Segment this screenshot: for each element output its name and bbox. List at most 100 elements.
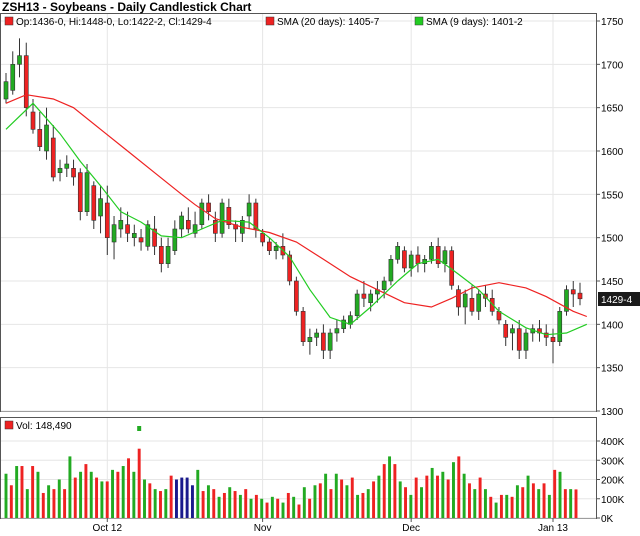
volume-bar [52, 489, 56, 518]
volume-bar [366, 489, 370, 518]
volume-bar [15, 466, 19, 518]
candle-body [37, 129, 43, 147]
candle-body [476, 293, 482, 312]
volume-bar [254, 494, 258, 518]
volume-bar [265, 502, 269, 518]
candle-body [435, 246, 441, 264]
volume-bar [515, 485, 519, 518]
volume-bar [89, 471, 93, 518]
volume-bar [206, 485, 210, 518]
candle-body [550, 337, 556, 342]
candle-body [570, 289, 576, 295]
volume-tick-label: 200K [601, 476, 625, 487]
price-tick-label: 1400 [601, 320, 624, 331]
candle-body [30, 111, 36, 130]
volume-bar [569, 489, 573, 518]
candle-body [516, 328, 522, 351]
price-tick-label: 1500 [601, 234, 624, 245]
candle-body [213, 220, 218, 234]
candle-body [186, 220, 191, 230]
date-tick-label: Jan 13 [538, 523, 568, 534]
candle-body [17, 55, 22, 65]
candle-body [469, 298, 475, 312]
sma9-line [5, 102, 588, 336]
volume-bar [537, 489, 541, 518]
volume-bar [260, 498, 264, 518]
volume-bar [169, 475, 173, 518]
axes: 1750 1700 1650 1600 1550 1500 1450 1400 1350 1300… [93, 17, 625, 534]
volume-bar [526, 475, 530, 518]
volume-tick-label: 300K [601, 456, 625, 467]
candle-body [192, 224, 198, 234]
volume-bar [31, 466, 35, 518]
candle-body [287, 254, 292, 282]
volume-bar [164, 489, 168, 518]
volume-tick-label: 0K [601, 514, 614, 525]
price-tick-label: 1550 [601, 190, 624, 201]
volume-bar [244, 489, 248, 518]
volume-bar [558, 471, 562, 518]
volume-bar [302, 487, 306, 518]
last-price-box [598, 292, 640, 306]
candle-body [462, 293, 468, 308]
candle-body [523, 332, 529, 351]
price-tick-label: 1350 [601, 364, 624, 375]
volume-bar [222, 492, 226, 518]
volume-bar [404, 487, 407, 518]
candle-body [577, 292, 583, 300]
volume-bar [47, 485, 51, 518]
candle-body [294, 280, 299, 312]
volume-bar [185, 477, 189, 518]
volume-bar [105, 481, 109, 518]
candle-body [415, 254, 421, 264]
volume-bar [143, 479, 146, 518]
volume-bar [121, 466, 125, 518]
volume-bar [499, 494, 503, 518]
volume-bar [286, 492, 290, 518]
candle-body [131, 233, 137, 238]
volume-bar [531, 483, 535, 518]
chart-title: ZSH13 - Soybeans - Daily Candlestick Cha… [2, 0, 251, 14]
candle-body [64, 163, 70, 169]
volume-bar [510, 496, 514, 518]
candle-body [71, 168, 76, 178]
volume-bar [452, 462, 455, 518]
volume-bar [9, 485, 13, 518]
volume-bars [4, 426, 578, 518]
candle-body [368, 293, 373, 303]
candle-body [273, 246, 279, 251]
candle-body [158, 246, 164, 264]
volume-bar [483, 489, 487, 518]
volume-bar [4, 473, 8, 518]
candle-body [246, 202, 252, 217]
candle-body [388, 259, 394, 282]
sma20-line [5, 94, 588, 318]
candle-body [354, 293, 360, 316]
candle-body [10, 64, 16, 91]
volume-bar [356, 494, 360, 518]
volume-tick-label: 100K [601, 495, 625, 506]
legend-sma9: SMA (9 days): 1401-2 [426, 17, 523, 28]
volume-bar [196, 469, 200, 518]
candle-body [98, 198, 103, 217]
volume-bar [563, 489, 567, 518]
legend-sma20-swatch [265, 16, 275, 26]
volume-bar [350, 477, 354, 518]
candle-body [44, 124, 49, 152]
legend-sma20: SMA (20 days): 1405-7 [277, 17, 380, 28]
volume-bar [478, 477, 482, 518]
candle-body [77, 172, 83, 212]
volume-bar [148, 483, 152, 518]
volume-bar [473, 489, 477, 518]
volume-bar [521, 487, 525, 518]
volume-bar [137, 448, 141, 518]
volume-bar [446, 479, 450, 518]
legend-sma9-swatch [414, 16, 424, 26]
volume-bar [270, 496, 274, 518]
volume-bar [41, 492, 45, 518]
volume-bar [228, 487, 232, 518]
candle-body [564, 289, 569, 312]
volume-marker [137, 426, 142, 431]
volume-bar [377, 475, 381, 518]
